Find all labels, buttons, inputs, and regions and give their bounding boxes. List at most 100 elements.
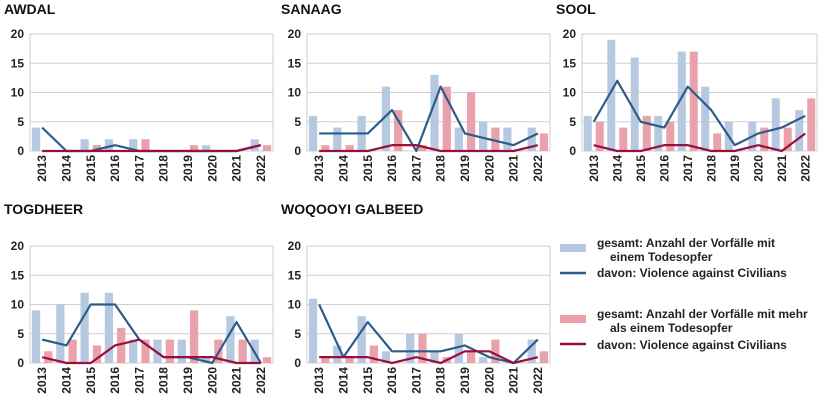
x-tick-label: 2021 xyxy=(230,155,244,182)
x-tick-label: 2018 xyxy=(157,367,171,394)
bar-multi-fatality xyxy=(783,127,792,151)
x-tick-label: 2020 xyxy=(482,155,496,182)
bar-multi-fatality xyxy=(466,92,476,151)
y-tick-label: 0 xyxy=(294,144,301,158)
x-tick-label: 2019 xyxy=(181,367,195,394)
bar-single-fatality xyxy=(478,357,488,363)
x-tick-label: 2021 xyxy=(775,155,789,182)
bar-multi-fatality xyxy=(117,327,126,363)
bar-single-fatality xyxy=(80,292,89,363)
bar-multi-fatality xyxy=(595,121,604,151)
x-tick-label: 2019 xyxy=(458,367,472,394)
y-tick-label: 5 xyxy=(17,327,24,341)
bar-single-fatality xyxy=(583,115,592,151)
bar-single-fatality xyxy=(153,339,162,363)
bar-multi-fatality xyxy=(466,351,476,363)
bar-single-fatality xyxy=(430,351,439,363)
bar-multi-fatality xyxy=(418,145,427,151)
bar-multi-fatality xyxy=(760,127,769,151)
line-civilians-multi xyxy=(42,144,262,153)
x-tick-label: 2015 xyxy=(361,155,375,182)
bar-single-fatality xyxy=(607,39,616,151)
bar-multi-fatality xyxy=(262,145,272,151)
line-civilians-multi xyxy=(319,350,539,365)
x-tick-label: 2016 xyxy=(108,367,122,394)
y-tick-label: 10 xyxy=(288,86,302,100)
bar-single-fatality xyxy=(333,345,342,363)
plot-frame xyxy=(29,245,274,364)
plot-frame xyxy=(306,33,551,152)
legend-swatch-bar xyxy=(560,315,586,323)
x-tick-label: 2021 xyxy=(230,367,244,394)
y-tick-label: 20 xyxy=(563,27,577,41)
bar-single-fatality xyxy=(357,316,366,363)
line-civilians-single xyxy=(592,79,806,147)
y-tick-label: 20 xyxy=(288,239,302,253)
bar-single-fatality xyxy=(795,110,804,151)
bar-single-fatality xyxy=(250,139,259,151)
bar-multi-fatality xyxy=(689,51,698,151)
line-civilians-multi xyxy=(319,144,539,153)
bar-multi-fatality xyxy=(807,98,816,151)
x-tick-label: 2015 xyxy=(361,367,375,394)
x-tick-label: 2022 xyxy=(254,155,268,182)
x-tick-label: 2018 xyxy=(434,155,448,182)
x-tick-label: 2014 xyxy=(336,367,350,394)
legend-label: davon: Violence against Civilians xyxy=(597,338,787,352)
plot-frame xyxy=(306,245,551,364)
bar-single-fatality xyxy=(56,304,65,363)
bar-single-fatality xyxy=(31,310,41,363)
bar-multi-fatality xyxy=(262,357,272,363)
bar-multi-fatality xyxy=(321,357,330,363)
y-tick-label: 0 xyxy=(17,144,24,158)
x-tick-label: 2018 xyxy=(704,155,718,182)
line-civilians-single xyxy=(319,85,539,153)
bar-multi-fatality xyxy=(92,145,102,151)
x-tick-label: 2017 xyxy=(681,155,695,182)
panel-title: SANAAG xyxy=(281,1,342,17)
bar-single-fatality xyxy=(677,51,686,151)
legend-label-cont: einem Todesopfer xyxy=(610,250,713,264)
x-tick-label: 2016 xyxy=(385,155,399,182)
x-tick-label: 2014 xyxy=(59,155,73,182)
legend-label: gesamt: Anzahl der Vorfälle mit mehr xyxy=(597,307,808,321)
panel-title: TOGDHEER xyxy=(4,201,83,217)
x-tick-label: 2015 xyxy=(634,155,648,182)
x-tick-label: 2020 xyxy=(482,367,496,394)
y-tick-label: 5 xyxy=(17,115,24,129)
y-tick-label: 15 xyxy=(563,56,577,70)
plot-frame xyxy=(581,33,818,152)
bar-single-fatality xyxy=(201,145,211,151)
x-tick-label: 2017 xyxy=(132,155,146,182)
bar-single-fatality xyxy=(381,351,391,363)
bar-single-fatality xyxy=(654,115,663,151)
x-tick-label: 2020 xyxy=(205,155,219,182)
bar-single-fatality xyxy=(771,98,780,151)
x-tick-label: 2020 xyxy=(205,367,219,394)
bar-multi-fatality xyxy=(92,345,102,363)
y-tick-label: 15 xyxy=(288,56,302,70)
x-tick-label: 2015 xyxy=(84,155,98,182)
x-tick-label: 2021 xyxy=(507,367,521,394)
bar-multi-fatality xyxy=(619,127,628,151)
y-tick-label: 0 xyxy=(294,356,301,370)
panel-woqooyi-galbeed: WOQOOYI GALBEED 0 5 10 15 20 2013 2014 2015 2016 2… xyxy=(281,201,551,394)
bar-single-fatality xyxy=(31,127,41,151)
bar-multi-fatality xyxy=(713,133,722,151)
x-tick-label: 2019 xyxy=(458,155,472,182)
y-tick-label: 10 xyxy=(11,86,25,100)
bar-multi-fatality xyxy=(44,351,53,363)
panel-sanaag: SANAAG 0 5 10 15 20 2013 2014 2015 2016 2017 2018 20… xyxy=(281,1,551,182)
bar-multi-fatality xyxy=(491,339,500,363)
x-tick-label: 2016 xyxy=(108,155,122,182)
bar-multi-fatality xyxy=(238,339,247,363)
line-civilians-multi xyxy=(593,132,806,153)
bar-multi-fatality xyxy=(394,110,403,151)
x-tick-label: 2017 xyxy=(409,155,423,182)
bar-multi-fatality xyxy=(321,145,330,151)
bar-single-fatality xyxy=(701,86,710,151)
x-tick-label: 2018 xyxy=(157,155,171,182)
x-tick-label: 2021 xyxy=(507,155,521,182)
